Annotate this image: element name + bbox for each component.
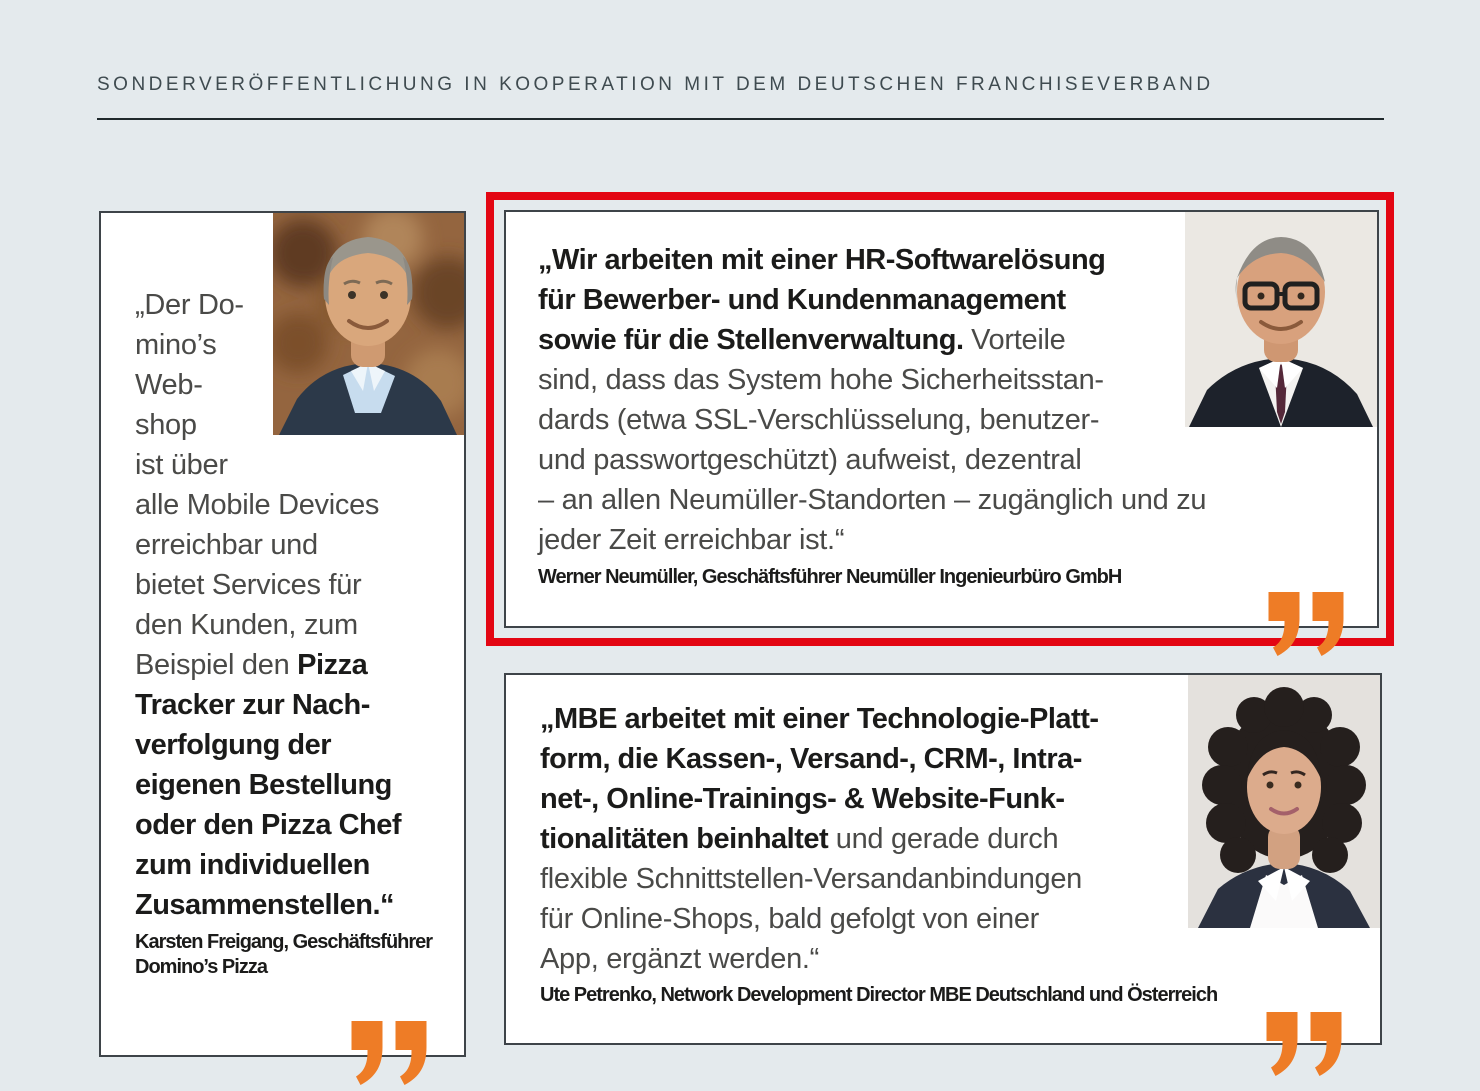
quote-attribution: Karsten Freigang, Geschäftsführer Domino…	[135, 931, 433, 978]
quote-attribution: Werner Neumüller, Geschäftsführer Neumül…	[538, 566, 1122, 588]
kicker-headline: SONDERVERÖFFENTLICHUNG IN KOOPERATION MI…	[97, 74, 1214, 95]
quote-text: „Der Do- mino’s Web- shop ist über alle …	[135, 289, 402, 921]
quote-text: „Wir arbeiten mit einer HR-Softwarelösun…	[538, 244, 1207, 556]
red-highlight-frame	[486, 192, 1394, 646]
portrait-ute-petrenko-photo	[1188, 675, 1380, 928]
closing-quote-icon	[351, 1021, 427, 1085]
portrait-werner-neumueller-photo	[1185, 212, 1377, 427]
quote-card-mbe: „MBE arbeitet mit einer Technologie-Plat…	[504, 673, 1382, 1076]
quote-card-neumueller: „Wir arbeiten mit einer HR-Softwarelösun…	[504, 210, 1379, 656]
quote-attribution: Ute Petrenko, Network Development Direct…	[540, 984, 1218, 1006]
closing-quote-icon	[1268, 592, 1344, 656]
header-rule	[97, 118, 1384, 120]
quote-text: „MBE arbeitet mit einer Technologie-Plat…	[540, 703, 1099, 975]
closing-quote-icon	[1266, 1012, 1342, 1076]
portrait-karsten-freigang-photo	[273, 213, 464, 435]
quote-card-dominos: „Der Do- mino’s Web- shop ist über alle …	[99, 211, 466, 1085]
